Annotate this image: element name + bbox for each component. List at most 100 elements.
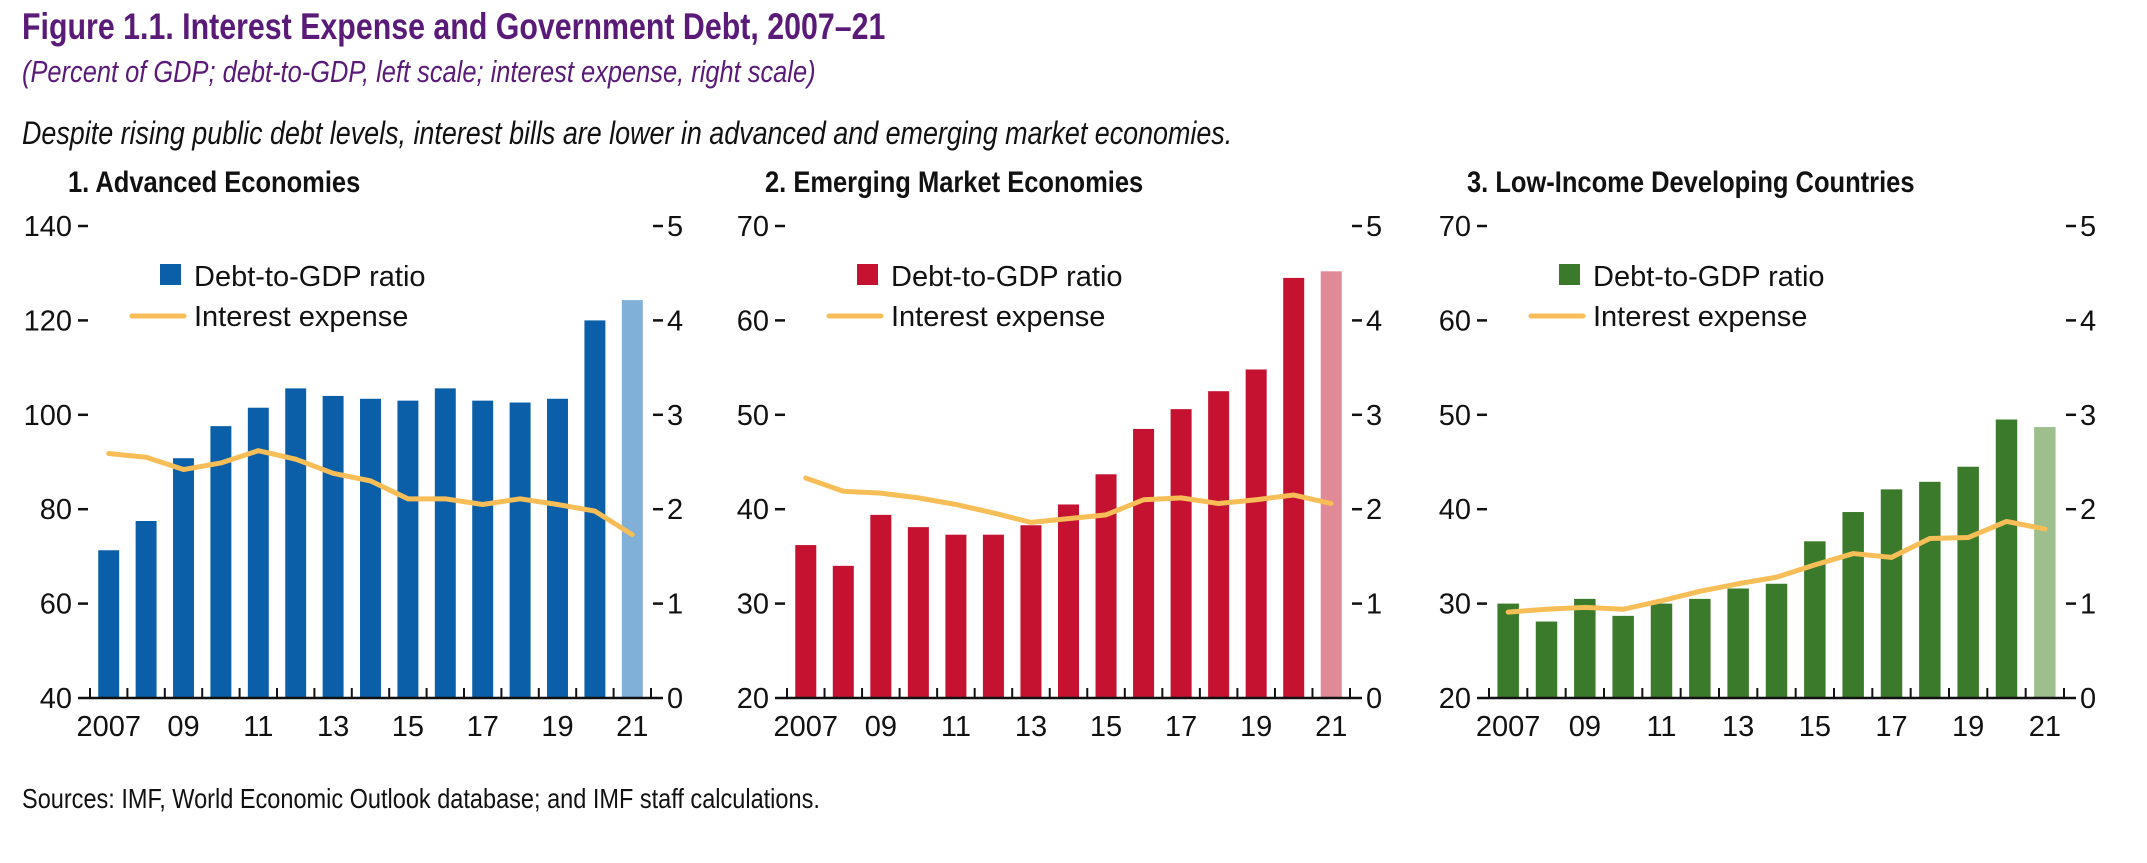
bar-2008 [135,521,157,698]
y-tick-label: 60 [40,589,72,621]
bar-2017 [472,400,494,698]
bar-2013 [322,395,344,698]
bar-2019 [1245,369,1267,698]
bar-2021 [1320,271,1342,698]
legend-label-debt: Debt-to-GDP ratio [194,261,426,293]
bar-2009 [173,458,194,698]
x-tick-label: 21 [616,711,648,743]
y-tick-label: 40 [40,683,72,715]
bar-2013 [1020,525,1042,698]
bar-2014 [1765,583,1788,698]
legend-label-debt: Debt-to-GDP ratio [891,261,1123,293]
bar-2014 [360,398,381,698]
bar-2013 [1727,588,1749,698]
y-tick-label: 40 [1439,494,1471,526]
y2-tick-label: 1 [1366,589,1382,621]
y2-tick-label: 5 [667,211,683,243]
y2-tick-label: 4 [2080,305,2096,337]
y-tick-label: 60 [1439,305,1471,337]
interest-expense-line [803,475,1334,525]
x-tick-label: 19 [541,711,573,743]
bar-2010 [210,426,232,698]
x-tick-label: 19 [1952,711,1984,743]
bar-2011 [945,534,967,698]
bar-2020 [1283,277,1305,698]
figure-title: Figure 1.1. Interest Expense and Governm… [22,6,886,47]
bar-2014 [1057,504,1080,698]
legend-swatch-debt [1559,264,1580,285]
x-tick-label: 2007 [774,711,839,743]
x-tick-label: 11 [243,711,273,743]
x-tick-label: 17 [1165,711,1197,743]
bar-2011 [247,407,269,698]
panel-title: 3. Low-Income Developing Countries [1467,165,1915,198]
y2-tick-label: 5 [1366,211,1382,243]
y-tick-label: 120 [24,305,72,337]
bar-2016 [1133,428,1155,698]
x-tick-label: 09 [865,711,897,743]
y2-tick-label: 2 [2080,494,2096,526]
y-tick-label: 30 [737,589,769,621]
panel-3: 3. Low-Income Developing Countries203040… [1439,165,2096,743]
y-tick-label: 20 [1439,683,1471,715]
bar-2010 [1612,615,1634,698]
bar-2017 [1170,409,1192,698]
y-tick-label: 70 [1439,211,1471,243]
x-tick-label: 13 [1015,711,1047,743]
x-tick-label: 17 [1875,711,1907,743]
y-tick-label: 60 [737,305,769,337]
bar-2007 [98,550,120,698]
bar-2012 [285,388,307,698]
bar-2020 [1995,419,2018,698]
y-tick-label: 50 [1439,400,1471,432]
figure-subtitle: (Percent of GDP; debt-to-GDP, left scale… [22,54,816,89]
x-tick-label: 2007 [76,711,141,743]
x-tick-label: 15 [392,711,424,743]
x-tick-label: 15 [1799,711,1831,743]
legend-label-interest: Interest expense [194,301,408,333]
bar-2019 [1957,466,1979,698]
x-tick-label: 13 [317,711,349,743]
y2-tick-label: 0 [1366,683,1382,715]
x-tick-label: 17 [467,711,499,743]
interest-expense-line [1505,518,2048,615]
y2-tick-label: 2 [667,494,683,526]
y-tick-label: 40 [737,494,769,526]
figure-caption: Despite rising public debt levels, inter… [22,115,1233,151]
bar-2021 [2034,427,2056,698]
x-tick-label: 11 [1646,711,1676,743]
legend-label-interest: Interest expense [891,301,1105,333]
bar-2010 [907,527,929,698]
x-tick-label: 15 [1090,711,1122,743]
y-tick-label: 140 [24,211,72,243]
y2-tick-label: 0 [2080,683,2096,715]
y2-tick-label: 1 [2080,589,2096,621]
bar-2009 [870,514,892,698]
bar-2008 [1535,621,1558,698]
bar-2008 [832,565,854,698]
y-tick-label: 100 [24,400,72,432]
y2-tick-label: 1 [667,589,683,621]
bar-2016 [434,388,456,698]
y-tick-label: 70 [737,211,769,243]
panel-1: 1. Advanced Economies 40 60 80 100 120 140 0 1 2 3… [24,165,684,743]
x-tick-label: 21 [2029,711,2061,743]
x-tick-label: 11 [941,711,971,743]
x-tick-label: 21 [1315,711,1347,743]
bar-2015 [1804,541,1826,698]
bar-2009 [1574,598,1596,698]
interest-expense-line [106,448,635,538]
bar-2007 [795,545,817,698]
bar-2011 [1650,603,1673,698]
bar-2018 [1919,481,1941,698]
bar-2012 [982,534,1004,698]
legend-swatch-debt [857,264,878,285]
y-tick-label: 80 [40,494,72,526]
y2-tick-label: 5 [2080,211,2096,243]
y2-tick-label: 4 [1366,305,1382,337]
sources-note: Sources: IMF, World Economic Outlook dat… [22,783,820,814]
y-tick-label: 30 [1439,589,1471,621]
legend-swatch-debt [160,264,181,285]
bar-2021 [621,300,643,698]
